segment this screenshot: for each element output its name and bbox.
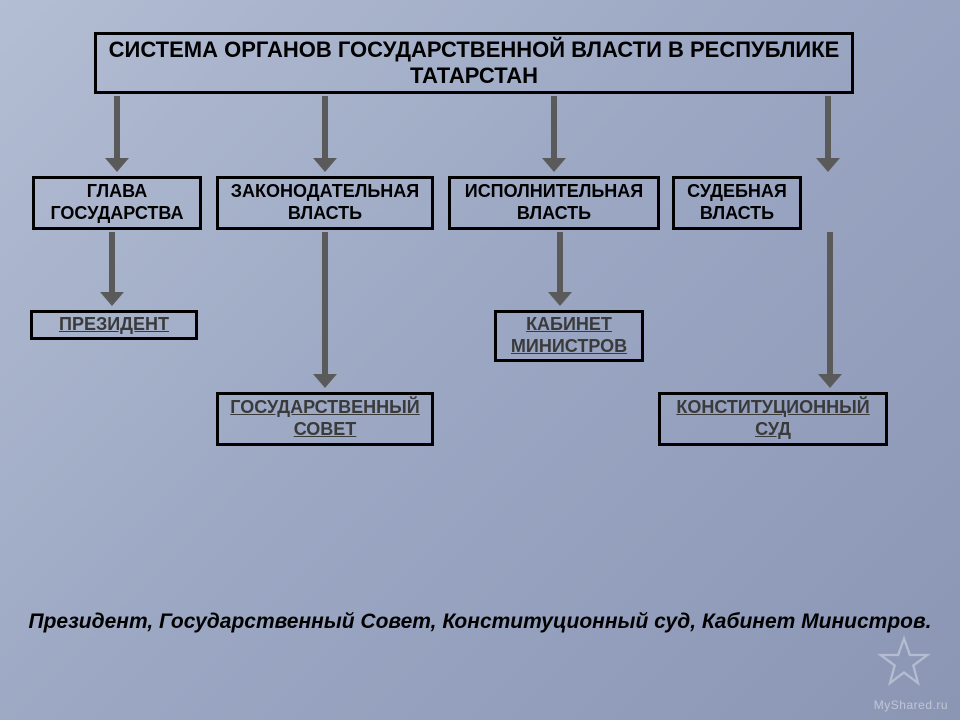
arrow-to-executive [542,96,566,172]
arrow-sub-legislative [313,232,337,388]
diagram-stage: СИСТЕМА ОРГАНОВ ГОСУДАРСТВЕННОЙ ВЛАСТИ В… [0,0,960,720]
branch-box-legislative-label: ЗАКОНОДАТЕЛЬНАЯ ВЛАСТЬ [225,181,425,224]
sub-box-judicial-label: КОНСТИТУЦИОННЫЙ СУД [667,397,879,440]
arrow-sub-executive [548,232,572,306]
sub-box-executive-label: КАБИНЕТ МИНИСТРОВ [503,314,635,357]
arrow-to-head-of-state [105,96,129,172]
sub-box-executive[interactable]: КАБИНЕТ МИНИСТРОВ [494,310,644,362]
title-box: СИСТЕМА ОРГАНОВ ГОСУДАРСТВЕННОЙ ВЛАСТИ В… [94,32,854,94]
sub-box-head-of-state[interactable]: ПРЕЗИДЕНТ [30,310,198,340]
branch-box-executive: ИСПОЛНИТЕЛЬНАЯ ВЛАСТЬ [448,176,660,230]
caption: Президент, Государственный Совет, Консти… [0,610,960,634]
arrow-sub-judicial [818,232,842,388]
arrow-sub-head-of-state [100,232,124,306]
arrow-to-judicial [816,96,840,172]
arrow-to-legislative [313,96,337,172]
branch-box-executive-label: ИСПОЛНИТЕЛЬНАЯ ВЛАСТЬ [457,181,651,224]
sub-box-head-of-state-label: ПРЕЗИДЕНТ [59,314,169,336]
sub-box-judicial[interactable]: КОНСТИТУЦИОННЫЙ СУД [658,392,888,446]
sub-box-legislative-label: ГОСУДАРСТВЕННЫЙ СОВЕТ [225,397,425,440]
branch-box-judicial-label: СУДЕБНАЯ ВЛАСТЬ [681,181,793,224]
branch-box-judicial: СУДЕБНАЯ ВЛАСТЬ [672,176,802,230]
branch-box-legislative: ЗАКОНОДАТЕЛЬНАЯ ВЛАСТЬ [216,176,434,230]
sub-box-legislative[interactable]: ГОСУДАРСТВЕННЫЙ СОВЕТ [216,392,434,446]
star-icon [876,634,932,690]
branch-box-head-of-state-label: ГЛАВА ГОСУДАРСТВА [41,181,193,224]
title-box-label: СИСТЕМА ОРГАНОВ ГОСУДАРСТВЕННОЙ ВЛАСТИ В… [103,37,845,90]
branch-box-head-of-state: ГЛАВА ГОСУДАРСТВА [32,176,202,230]
watermark: MyShared.ru [874,698,948,712]
